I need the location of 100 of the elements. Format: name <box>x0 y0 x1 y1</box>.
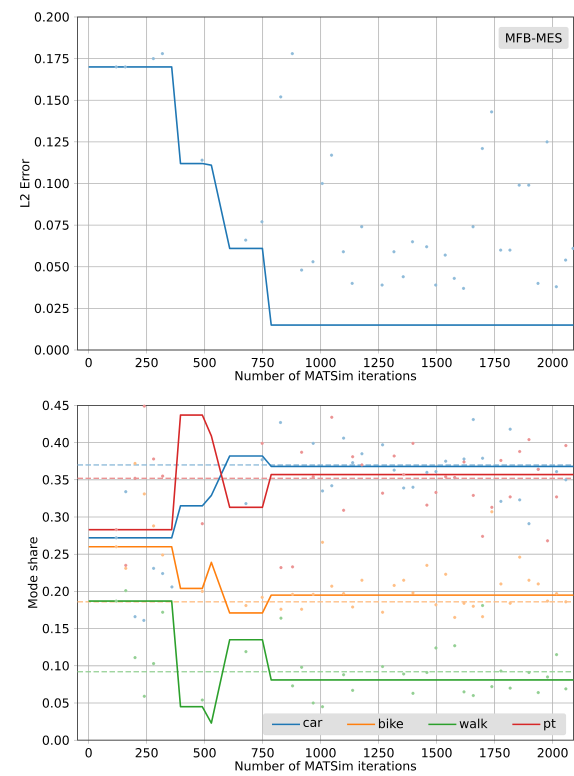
point <box>311 260 315 264</box>
point <box>425 564 428 567</box>
y-tick-label: 0.175 <box>34 54 69 64</box>
point <box>462 690 466 694</box>
x-tick-label: 0 <box>86 358 92 368</box>
point <box>380 443 384 446</box>
y-tick-label: 0.100 <box>34 178 69 188</box>
point <box>564 600 568 604</box>
point <box>499 500 502 503</box>
point <box>472 494 475 498</box>
point <box>351 605 354 609</box>
point <box>142 694 146 698</box>
y-tick-label: 0.000 <box>34 345 69 355</box>
point <box>536 690 540 694</box>
point <box>260 220 264 224</box>
point <box>133 656 137 660</box>
y-tick-label: 0.200 <box>34 12 69 22</box>
point <box>434 283 438 287</box>
x-tick-label: 250 <box>136 358 158 368</box>
point <box>392 468 396 472</box>
point <box>480 534 484 538</box>
point <box>444 460 448 463</box>
point <box>279 566 283 570</box>
point <box>546 675 550 679</box>
x-tick-label: 500 <box>194 358 216 368</box>
point <box>152 524 156 528</box>
point <box>434 603 438 606</box>
point <box>554 470 558 474</box>
point <box>124 566 128 570</box>
point <box>380 283 384 287</box>
y-tick-label: 0.00 <box>42 735 69 745</box>
point <box>330 584 334 588</box>
point <box>434 470 438 474</box>
point <box>152 457 156 461</box>
point <box>360 452 364 456</box>
point <box>462 286 466 290</box>
annotation: MFB-MES <box>506 33 562 43</box>
point <box>444 572 448 576</box>
y-tick-label: 0.05 <box>42 698 69 708</box>
line-series <box>88 455 574 539</box>
point <box>380 610 384 614</box>
point <box>351 455 354 458</box>
legend-label: car <box>303 720 322 728</box>
point <box>152 662 156 666</box>
line-series <box>88 414 574 530</box>
x-tick-label: 1750 <box>480 748 510 758</box>
point <box>480 146 484 150</box>
point <box>320 182 324 186</box>
y-tick-label: 0.15 <box>42 624 69 634</box>
point <box>536 582 540 586</box>
point <box>472 604 475 608</box>
point <box>554 495 558 499</box>
x-tick-label: 1250 <box>364 748 394 758</box>
point <box>518 556 522 559</box>
point <box>152 57 155 60</box>
point <box>244 238 248 242</box>
y-tick-label: 0.20 <box>42 586 69 596</box>
point <box>411 442 415 445</box>
point <box>380 664 384 668</box>
point <box>480 615 484 618</box>
point <box>402 486 406 490</box>
point <box>499 582 502 586</box>
point <box>402 275 405 278</box>
x-tick-label: 1000 <box>306 358 336 368</box>
point <box>434 646 438 650</box>
point <box>312 442 315 445</box>
point <box>508 602 512 605</box>
y-tick-label: 0.30 <box>42 512 69 522</box>
point <box>342 508 346 512</box>
point <box>360 463 364 467</box>
point <box>244 650 248 654</box>
y-tick-label: 0.125 <box>34 137 69 147</box>
point <box>508 248 512 252</box>
point <box>499 248 502 252</box>
y-tick-label: 0.150 <box>34 96 69 105</box>
point <box>554 592 558 596</box>
x-tick-label: 1500 <box>422 748 452 758</box>
point <box>472 694 475 698</box>
point <box>342 592 346 596</box>
point <box>490 510 494 514</box>
point <box>312 701 315 705</box>
point <box>452 276 456 280</box>
x-axis-title: Number of MATSim iterations <box>236 760 416 771</box>
point <box>527 670 531 674</box>
point <box>200 698 204 702</box>
point <box>453 644 456 648</box>
x-axis-title: Number of MATSim iterations <box>236 370 416 380</box>
point <box>499 458 502 462</box>
point <box>152 566 156 570</box>
point <box>124 564 128 567</box>
y-tick-label: 0.025 <box>34 304 69 314</box>
point <box>508 495 512 499</box>
point <box>392 454 396 458</box>
point <box>320 489 324 493</box>
point <box>244 604 248 608</box>
point <box>360 578 364 582</box>
x-tick-label: 500 <box>194 748 216 758</box>
point <box>142 492 146 496</box>
point <box>508 428 512 431</box>
point <box>200 522 204 526</box>
